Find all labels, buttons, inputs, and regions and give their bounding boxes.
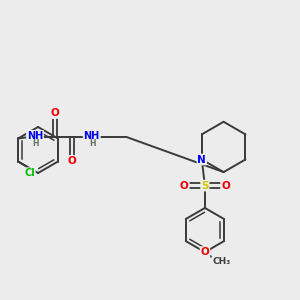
Text: H: H <box>33 139 39 148</box>
Text: Cl: Cl <box>24 168 35 178</box>
Text: O: O <box>221 181 230 190</box>
Text: O: O <box>51 108 59 118</box>
Text: S: S <box>201 181 208 190</box>
Text: CH₃: CH₃ <box>212 257 230 266</box>
Text: H: H <box>89 139 96 148</box>
Text: N: N <box>197 154 206 164</box>
Text: NH: NH <box>84 131 100 141</box>
Text: O: O <box>180 181 189 190</box>
Text: O: O <box>200 247 209 257</box>
Text: O: O <box>68 156 76 166</box>
Text: NH: NH <box>27 131 43 141</box>
